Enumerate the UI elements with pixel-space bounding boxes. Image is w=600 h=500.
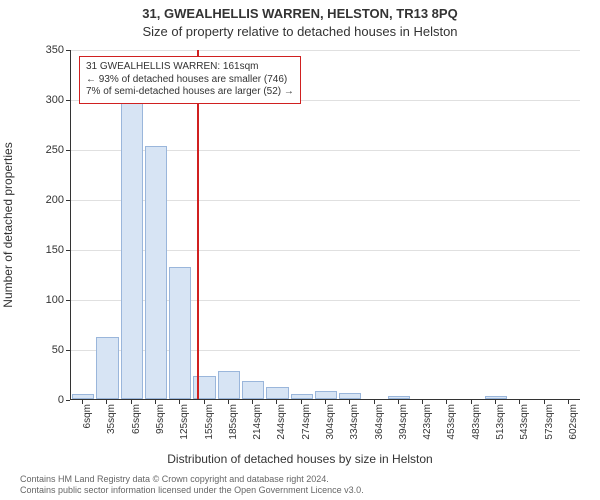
y-tick-mark [66, 250, 70, 251]
y-tick-mark [66, 350, 70, 351]
x-tick-label: 274sqm [301, 404, 312, 454]
x-tick-label: 35sqm [106, 404, 117, 454]
histogram-bar [388, 396, 410, 399]
chart-title-address: 31, GWEALHELLIS WARREN, HELSTON, TR13 8P… [0, 6, 600, 21]
histogram-bar [266, 387, 288, 399]
histogram-bar [121, 94, 143, 399]
x-tick-label: 65sqm [131, 404, 142, 454]
x-tick-label: 453sqm [446, 404, 457, 454]
x-tick-label: 185sqm [228, 404, 239, 454]
histogram-bar [96, 337, 118, 399]
annotation-line: ← 93% of detached houses are smaller (74… [86, 74, 294, 87]
histogram-bar [291, 394, 313, 399]
y-tick-label: 350 [30, 44, 64, 56]
x-tick-label: 155sqm [204, 404, 215, 454]
y-tick-label: 250 [30, 144, 64, 156]
x-tick-label: 394sqm [398, 404, 409, 454]
y-tick-label: 100 [30, 294, 64, 306]
histogram-bar [218, 371, 240, 399]
x-tick-label: 573sqm [544, 404, 555, 454]
chart-container: 31, GWEALHELLIS WARREN, HELSTON, TR13 8P… [0, 0, 600, 500]
annotation-box: 31 GWEALHELLIS WARREN: 161sqm← 93% of de… [79, 56, 301, 104]
annotation-line: 7% of semi-detached houses are larger (5… [86, 86, 294, 99]
histogram-bar [72, 394, 94, 399]
y-tick-label: 50 [30, 344, 64, 356]
x-tick-label: 602sqm [568, 404, 579, 454]
footer-line-2: Contains public sector information licen… [20, 485, 364, 496]
x-tick-label: 334sqm [349, 404, 360, 454]
y-tick-mark [66, 150, 70, 151]
y-tick-label: 0 [30, 394, 64, 406]
plot-area: 31 GWEALHELLIS WARREN: 161sqm← 93% of de… [70, 50, 580, 400]
x-tick-label: 364sqm [374, 404, 385, 454]
x-tick-label: 513sqm [495, 404, 506, 454]
y-tick-mark [66, 400, 70, 401]
footer-attribution: Contains HM Land Registry data © Crown c… [20, 474, 364, 497]
x-tick-label: 304sqm [325, 404, 336, 454]
histogram-bar [169, 267, 191, 399]
x-tick-label: 6sqm [82, 404, 93, 454]
x-tick-label: 483sqm [471, 404, 482, 454]
x-tick-label: 423sqm [422, 404, 433, 454]
footer-line-1: Contains HM Land Registry data © Crown c… [20, 474, 364, 485]
histogram-bar [315, 391, 337, 399]
y-tick-mark [66, 300, 70, 301]
y-axis-label: Number of detached properties [1, 142, 15, 307]
x-tick-label: 214sqm [252, 404, 263, 454]
histogram-bar [485, 396, 507, 399]
y-tick-label: 300 [30, 94, 64, 106]
gridline [71, 50, 580, 51]
y-tick-label: 200 [30, 194, 64, 206]
y-tick-label: 150 [30, 244, 64, 256]
x-tick-label: 125sqm [179, 404, 190, 454]
y-tick-mark [66, 200, 70, 201]
x-tick-label: 244sqm [276, 404, 287, 454]
y-tick-mark [66, 100, 70, 101]
y-tick-mark [66, 50, 70, 51]
histogram-bar [339, 393, 361, 399]
histogram-bar [145, 146, 167, 399]
x-tick-label: 543sqm [519, 404, 530, 454]
x-tick-label: 95sqm [155, 404, 166, 454]
x-axis-label: Distribution of detached houses by size … [0, 452, 600, 466]
chart-title-subtitle: Size of property relative to detached ho… [0, 24, 600, 39]
annotation-line: 31 GWEALHELLIS WARREN: 161sqm [86, 61, 294, 74]
histogram-bar [242, 381, 264, 399]
